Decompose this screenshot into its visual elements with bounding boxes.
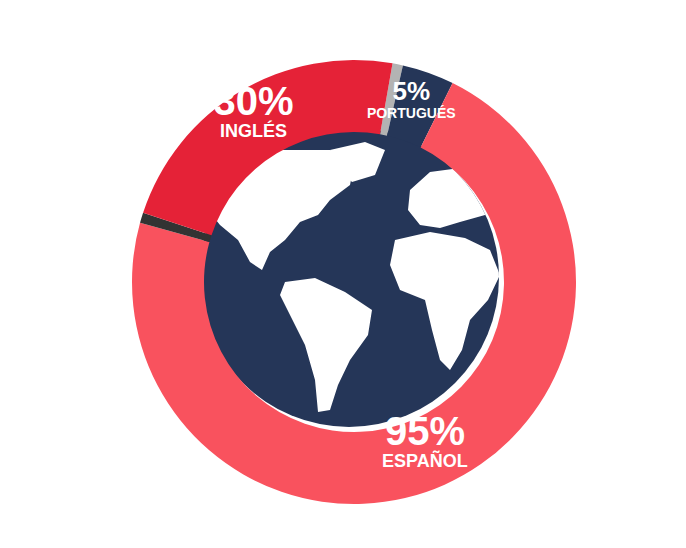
svg-text:ESPAÑOL: ESPAÑOL [382,450,468,471]
svg-text:PORTUGUÉS: PORTUGUÉS [367,105,456,121]
svg-text:30%: 30% [213,79,293,123]
svg-text:95%: 95% [385,409,465,453]
svg-text:5%: 5% [392,76,430,106]
svg-text:INGLÉS: INGLÉS [220,120,287,141]
